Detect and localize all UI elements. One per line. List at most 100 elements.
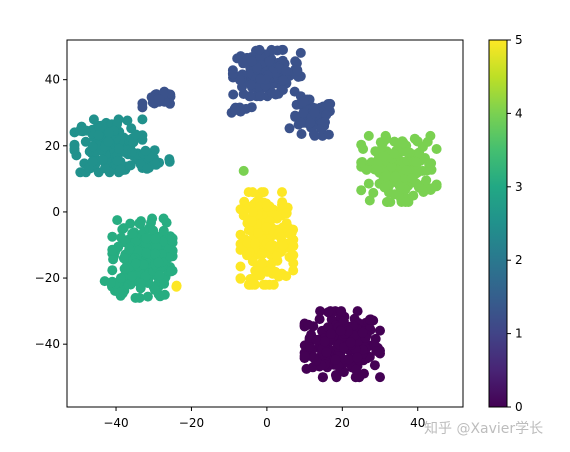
scatter-point: [112, 215, 123, 226]
scatter-point: [336, 306, 347, 317]
scatter-point: [242, 250, 252, 261]
scatter-point: [105, 277, 116, 288]
scatter-point: [308, 352, 319, 363]
colorbar-tick-label: 4: [515, 106, 523, 120]
scatter-point: [295, 117, 306, 128]
scatter-point: [277, 187, 287, 198]
scatter-point: [262, 266, 273, 277]
scatter-point: [319, 336, 330, 347]
scatter-point: [135, 283, 146, 294]
scatter-point: [356, 157, 367, 168]
scatter-point: [257, 257, 268, 268]
x-tick-label: 40: [410, 416, 425, 430]
scatter-point: [158, 213, 169, 224]
scatter-point: [140, 145, 151, 156]
y-tick-label: −20: [35, 271, 60, 285]
scatter-point: [314, 314, 325, 325]
colorbar-tick-label: 2: [515, 253, 523, 267]
scatter-point: [128, 137, 139, 148]
scatter-point: [412, 136, 423, 147]
scatter-point: [235, 261, 246, 272]
scatter-point: [311, 335, 322, 345]
scatter-point: [389, 148, 400, 159]
scatter-point: [270, 266, 281, 277]
scatter-point: [74, 125, 85, 136]
scatter-point: [235, 273, 246, 284]
scatter-point: [324, 100, 335, 111]
scatter-point: [385, 197, 396, 207]
scatter-point: [247, 187, 258, 198]
scatter-point: [295, 47, 306, 58]
scatter-point: [245, 79, 256, 90]
scatter-point: [253, 228, 264, 238]
scatter-point: [80, 136, 91, 147]
scatter-point: [390, 171, 401, 182]
colorbar-tick-label: 0: [515, 400, 523, 414]
scatter-point: [422, 136, 433, 147]
scatter-point: [424, 164, 435, 175]
scatter-point: [142, 291, 153, 302]
axes-frame: [66, 39, 464, 408]
scatter-point: [260, 279, 271, 290]
points-layer: [69, 44, 442, 383]
scatter-point: [93, 130, 104, 141]
scatter-point: [230, 105, 241, 115]
y-tick-label: 20: [45, 139, 60, 153]
scatter-point: [281, 271, 292, 282]
scatter-point: [380, 134, 391, 145]
scatter-point: [326, 328, 337, 339]
scatter-point: [108, 254, 119, 265]
x-tick-label: 20: [335, 416, 350, 430]
scatter-point: [154, 94, 165, 105]
scatter-point: [363, 130, 374, 141]
scatter-point: [323, 307, 334, 318]
scatter-point: [248, 207, 259, 218]
scatter-point: [278, 75, 289, 86]
scatter-point: [235, 229, 246, 240]
scatter-point: [164, 154, 175, 165]
scatter-point: [330, 354, 341, 365]
scatter-point: [255, 91, 266, 102]
scatter-point: [264, 56, 275, 67]
scatter-point: [235, 75, 245, 86]
scatter-point: [421, 175, 432, 186]
scatter-point: [250, 238, 261, 249]
scatter-point: [394, 181, 405, 192]
scatter-point: [69, 145, 80, 156]
scatter-point: [357, 344, 368, 355]
x-tick-label: −40: [103, 416, 128, 430]
scatter-point: [87, 141, 98, 152]
scatter-point: [97, 154, 108, 165]
scatter-point: [127, 271, 137, 282]
scatter-point: [361, 164, 372, 175]
scatter-point: [112, 155, 123, 166]
scatter-point: [238, 206, 249, 217]
scatter-point: [154, 270, 165, 281]
scatter-point: [115, 273, 126, 284]
scatter-point: [358, 144, 369, 154]
scatter-point: [284, 123, 295, 134]
scatter-point: [247, 216, 258, 227]
scatter-point: [258, 187, 269, 198]
scatter-point: [275, 232, 286, 242]
scatter-point: [386, 161, 397, 172]
scatter-point: [278, 240, 288, 251]
scatter-point: [378, 151, 389, 162]
scatter-point: [265, 241, 276, 252]
scatter-point: [323, 129, 334, 140]
scatter-point: [142, 163, 152, 174]
scatter-point: [364, 314, 375, 325]
scatter-point: [375, 325, 385, 336]
scatter-point: [315, 306, 326, 317]
scatter-point: [148, 225, 159, 236]
scatter-point: [363, 178, 374, 189]
scatter-point: [281, 208, 292, 219]
scatter-point: [130, 292, 141, 303]
scatter-point: [352, 306, 363, 317]
scatter-point: [352, 352, 363, 363]
scatter-point: [122, 115, 133, 126]
scatter-point: [247, 279, 258, 290]
scatter-point: [335, 326, 346, 336]
scatter-point: [137, 102, 148, 113]
scatter-point: [255, 74, 266, 85]
